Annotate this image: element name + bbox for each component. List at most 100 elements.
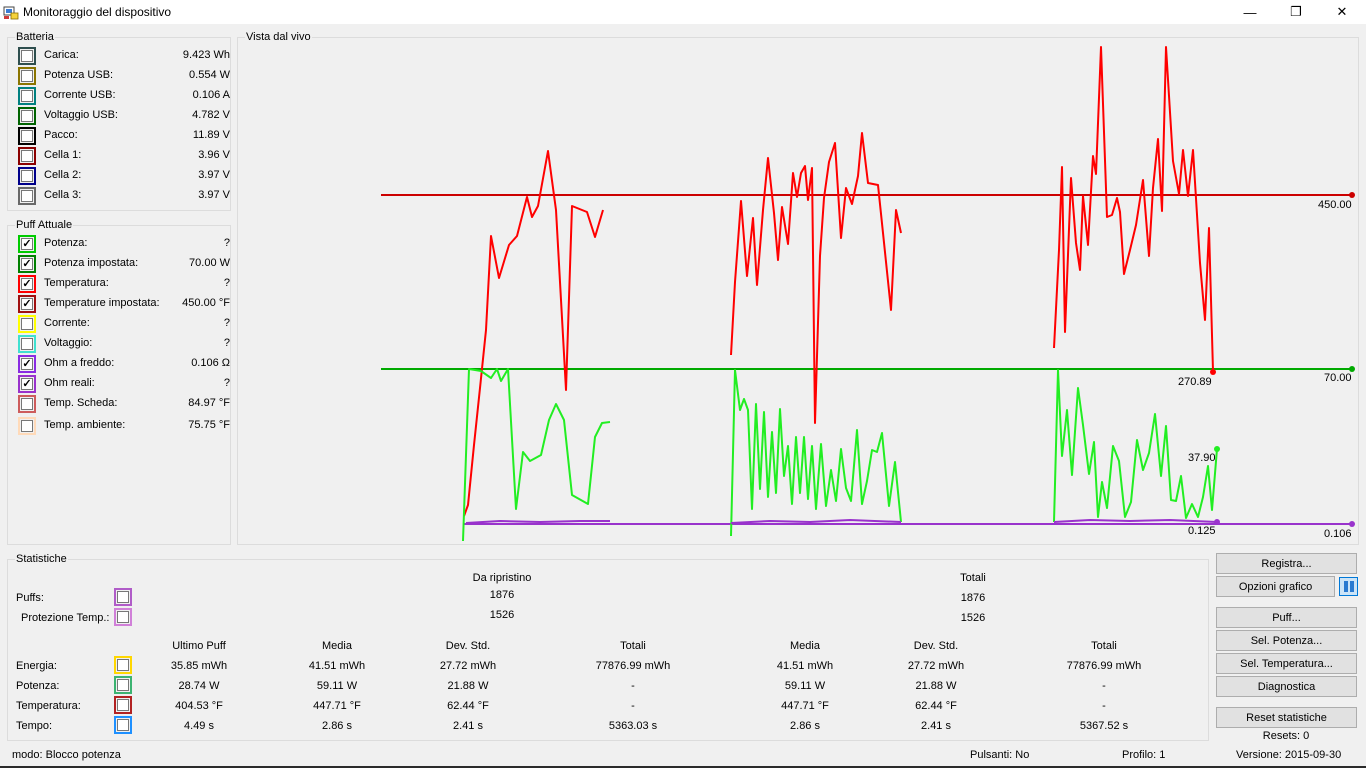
puff-item-checkbox[interactable] [18,395,36,413]
puff-item-checkbox[interactable] [18,315,36,333]
checkbox-box [21,50,33,62]
battery-item-row: Cella 3: 3.97 V [18,187,232,205]
battery-item-checkbox[interactable] [18,127,36,145]
battery-item-label: Potenza USB: [44,69,114,81]
battery-item-checkbox[interactable] [18,147,36,165]
puff-item-value: 450.00 °F [182,297,230,309]
battery-item-label: Voltaggio USB: [44,109,118,121]
temp-protection-checkbox[interactable] [114,608,132,626]
puffs-checkbox[interactable] [114,588,132,606]
stats-cell-std: 62.44 °F [447,700,489,712]
power-setpoint-label: 70.00 [1324,372,1352,384]
col-header-totals-total: Totali [1091,640,1117,652]
temp-setpoint-marker [1349,192,1355,198]
puff-button[interactable]: Puff... [1216,607,1357,628]
battery-item-row: Pacco: 11.89 V [18,127,232,145]
puff-item-checkbox[interactable]: ✓ [18,375,36,393]
checkbox-box [21,150,33,162]
col-header-stddev-total: Dev. Std. [913,640,959,652]
stats-cell-avg2: 41.51 mWh [776,660,834,672]
ohm-current-label: 0.125 [1188,525,1216,537]
stats-cell-avg2: 447.71 °F [781,700,829,712]
live-view-group: Vista dal vivo [237,31,1359,545]
statistics-group: Statistiche [7,553,1209,741]
stats-cell-last: 35.85 mWh [170,660,228,672]
power-trace [730,369,902,537]
stats-row-checkbox[interactable] [114,696,132,714]
chart-options-button[interactable]: Opzioni grafico [1216,576,1335,597]
diagnostics-button[interactable]: Diagnostica [1216,676,1357,697]
stats-cell-avg: 59.11 W [316,680,358,692]
puff-item-value: 75.75 °F [188,419,230,431]
checkmark-icon: ✓ [21,298,33,310]
stats-cell-avg: 447.71 °F [313,700,361,712]
live-chart: 450.00 70.00 0.106 270.89 37.90 0.125 [381,46,1355,542]
power-setpoint-marker [1349,366,1355,372]
stats-cell-last: 404.53 °F [175,700,223,712]
puff-item-label: Voltaggio: [44,337,93,349]
temp-protection-label: Protezione Temp.: [21,612,110,624]
battery-item-checkbox[interactable] [18,167,36,185]
stats-cell-avg: 2.86 s [322,720,352,732]
battery-item-checkbox[interactable] [18,67,36,85]
close-button[interactable]: ✕ [1319,0,1365,24]
puff-item-row: ✓ Temperature impostata: 450.00 °F [18,295,232,313]
checkbox-box [117,679,129,691]
stats-row-checkbox[interactable] [114,656,132,674]
battery-item-row: Cella 1: 3.96 V [18,147,232,165]
puff-item-checkbox[interactable]: ✓ [18,295,36,313]
puff-item-row: ✓ Ohm a freddo: 0.106 Ω [18,355,232,373]
battery-item-value: 3.97 V [198,169,230,181]
puff-item-checkbox[interactable] [18,417,36,435]
puff-item-label: Temp. ambiente: [44,419,126,431]
puff-item-value: ? [223,377,230,389]
puff-item-row: Voltaggio:? [18,335,232,353]
power-current-label: 37.90 [1188,452,1216,464]
select-temperature-button[interactable]: Sel. Temperatura... [1216,653,1357,674]
stats-row-checkbox[interactable] [114,676,132,694]
checkbox-box [21,170,33,182]
stats-row-checkbox[interactable] [114,716,132,734]
temp-setpoint-label: 450.00 [1318,199,1352,211]
puff-item-checkbox[interactable]: ✓ [18,355,36,373]
checkbox-box [117,659,129,671]
puff-item-label: Temp. Scheda: [44,397,118,409]
temperature-trace [463,150,604,517]
stats-cell-tot2: - [1102,680,1106,692]
stats-cell-std2: 27.72 mWh [907,660,965,672]
battery-item-checkbox[interactable] [18,87,36,105]
pause-button[interactable] [1339,577,1358,596]
puff-item-label: Ohm reali: [44,377,95,389]
totals-header: Totali [960,572,986,584]
battery-item-checkbox[interactable] [18,107,36,125]
stats-cell-std2: 2.41 s [921,720,951,732]
record-button[interactable]: Registra... [1216,553,1357,574]
puff-item-checkbox[interactable] [18,335,36,353]
puff-item-checkbox[interactable]: ✓ [18,275,36,293]
app-icon [3,6,19,20]
checkbox-box [21,130,33,142]
battery-item-label: Pacco: [44,129,78,141]
minimize-button[interactable]: — [1227,0,1273,24]
maximize-button[interactable]: ❐ [1273,0,1319,24]
temp-protection-total: 1526 [960,612,986,624]
taskbar-edge [0,766,1366,768]
battery-item-checkbox[interactable] [18,187,36,205]
battery-item-row: Voltaggio USB: 4.782 V [18,107,232,125]
puff-item-label: Potenza: [44,237,88,249]
puff-item-row: ✓ Ohm reali:? [18,375,232,393]
stats-cell-tot: 77876.99 mWh [595,660,671,672]
stats-row-label: Temperatura: [16,700,81,712]
reset-statistics-button[interactable]: Reset statistiche [1216,707,1357,728]
window-title: Monitoraggio del dispositivo [23,5,172,19]
select-power-button[interactable]: Sel. Potenza... [1216,630,1357,651]
puff-item-checkbox[interactable]: ✓ [18,255,36,273]
puff-item-checkbox[interactable]: ✓ [18,235,36,253]
battery-item-label: Cella 2: [44,169,82,181]
col-header-totals: Totali [620,640,646,652]
battery-item-value: 4.782 V [192,109,230,121]
puff-item-label: Ohm a freddo: [44,357,115,369]
battery-item-checkbox[interactable] [18,47,36,65]
checkmark-icon: ✓ [21,378,33,390]
puff-item-label: Corrente: [44,317,90,329]
